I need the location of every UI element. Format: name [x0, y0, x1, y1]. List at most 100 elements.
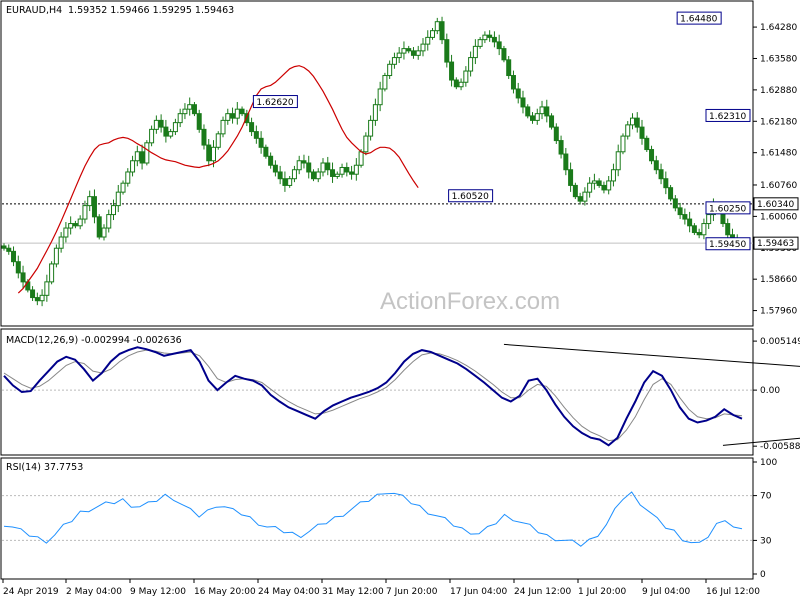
x-tick-label: 16 Jul 12:00	[706, 587, 760, 597]
candle-body	[458, 81, 464, 88]
candle-body	[706, 214, 712, 225]
ohlc-readout: 1.59352 1.59466 1.59295 1.59463	[68, 5, 234, 16]
candle-body	[258, 137, 264, 148]
x-tick-label: 9 May 12:00	[130, 587, 186, 597]
price-tick-label: 1.58660	[760, 275, 797, 285]
macd-line	[3, 346, 743, 447]
x-tick-label: 24 Apr 2019	[3, 587, 59, 597]
candle-body	[430, 30, 436, 38]
x-tick-label: 2 May 04:00	[66, 587, 122, 597]
symbol-title: EURAUD,H4	[6, 5, 62, 16]
price-tick-label: 1.61480	[760, 149, 797, 159]
candle-body	[325, 162, 331, 171]
candle-body	[130, 160, 136, 173]
candle-body	[468, 57, 474, 72]
candle-body	[334, 173, 340, 177]
swing-label: 1.60250	[709, 204, 746, 214]
candle-body	[491, 36, 497, 43]
candle-body	[206, 144, 212, 162]
candle-body	[306, 162, 312, 173]
candle-body	[691, 225, 697, 234]
candle-body	[510, 75, 516, 90]
candle-body	[191, 104, 197, 115]
candle-body	[68, 223, 74, 229]
candle-body	[120, 182, 126, 193]
candle-body	[534, 113, 540, 121]
candle-body	[225, 113, 231, 121]
candle-body	[382, 75, 388, 90]
candle-body	[320, 162, 326, 173]
candle-body	[11, 250, 17, 263]
candle-body	[158, 119, 164, 128]
price-tick-label: 1.60760	[760, 181, 797, 191]
macd-upper-trendline	[503, 343, 800, 367]
candle-body	[63, 227, 69, 238]
rsi-line	[3, 491, 743, 547]
candle-body	[87, 196, 93, 207]
candle-body	[111, 205, 117, 216]
rsi-tick-label: 0	[760, 570, 766, 580]
candle-body	[644, 137, 650, 151]
candle-body	[349, 171, 355, 175]
price-tick-label: 1.64280	[760, 23, 797, 33]
signal-line	[3, 349, 743, 442]
macd-tick-label: 0.00	[760, 386, 780, 396]
candle-body	[591, 180, 597, 184]
macd-title: MACD(12,26,9) -0.002994 -0.002636	[6, 335, 182, 346]
rsi-title: RSI(14) 37.7753	[6, 462, 83, 473]
x-tick-label: 17 Jun 04:00	[450, 587, 507, 597]
candle-body	[115, 191, 121, 207]
candle-body	[553, 126, 559, 142]
candle-body	[639, 126, 645, 139]
candle-body	[682, 214, 688, 220]
x-tick-label: 7 Jun 20:00	[386, 587, 438, 597]
candle-body	[263, 146, 269, 157]
swing-label-box	[705, 108, 751, 122]
macd-lower-trendline	[722, 437, 800, 446]
rsi-tick-label: 30	[760, 536, 772, 546]
candle-body	[658, 169, 664, 180]
candle-body	[6, 247, 12, 252]
candle-body	[668, 187, 674, 200]
candle-body	[201, 128, 207, 146]
x-tick-label: 1 Jul 20:00	[578, 587, 627, 597]
candle-body	[344, 166, 350, 173]
candle-body	[330, 169, 336, 177]
candle-body	[315, 171, 321, 180]
price-layer: 1.64280 1.63580 1.62880 1.62180 1.61480 1.607…	[1, 11, 799, 317]
candle-body	[368, 119, 374, 137]
candle-body	[149, 128, 155, 144]
swing-label-box	[252, 95, 298, 109]
candle-body	[144, 142, 150, 164]
candle-body	[415, 50, 421, 56]
candle-body	[58, 236, 64, 249]
price-tick-label: 1.57960	[760, 307, 797, 317]
price-tick-label: 1.63580	[760, 54, 797, 64]
candle-body	[396, 52, 402, 59]
candle-body	[215, 133, 221, 148]
swing-label: 1.62310	[709, 112, 746, 122]
rsi-layer: 100 70 30 0	[2, 458, 777, 580]
candle-body	[172, 122, 178, 133]
candle-body	[301, 160, 307, 164]
candle-body	[249, 122, 255, 133]
candle-body	[572, 184, 578, 198]
candle-body	[277, 171, 283, 180]
moving-average-line	[17, 65, 419, 294]
candle-body	[30, 289, 36, 299]
price-tick-label: 1.60060	[760, 212, 797, 222]
candle-body	[544, 106, 550, 117]
candle-body	[425, 36, 431, 45]
candle-body	[587, 182, 593, 193]
candle-body	[472, 45, 478, 59]
candle-body	[687, 218, 693, 227]
macd-tick-label: 0.005149	[760, 337, 800, 347]
candle-body	[677, 207, 683, 216]
candle-body	[725, 223, 731, 236]
swing-label-box	[676, 11, 722, 25]
candle-body	[1, 245, 7, 249]
candle-body	[434, 21, 440, 32]
candle-body	[496, 41, 502, 50]
current-price-box	[753, 236, 799, 250]
